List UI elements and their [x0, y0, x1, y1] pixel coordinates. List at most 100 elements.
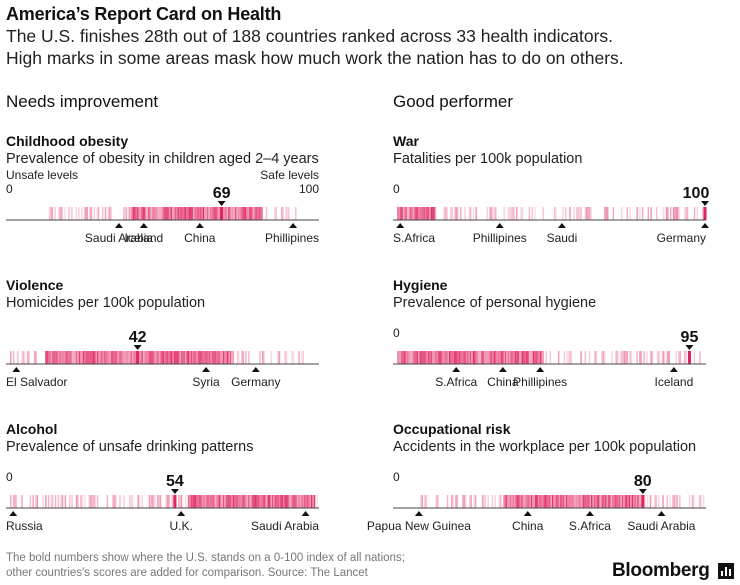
country-tick: [463, 495, 466, 508]
country-tick: [54, 207, 56, 220]
country-tick: [199, 495, 201, 508]
country-tick: [82, 351, 85, 364]
country-tick: [81, 351, 83, 364]
country-tick: [499, 351, 501, 364]
country-label: Papua New Guinea: [367, 519, 471, 533]
country-tick: [275, 207, 277, 220]
country-tick: [130, 495, 132, 508]
country-tick: [171, 495, 173, 508]
us-value-label: 42: [129, 329, 147, 346]
country-tick: [468, 351, 470, 364]
country-tick: [439, 351, 441, 364]
country-tick: [507, 495, 509, 508]
country-tick: [207, 351, 209, 364]
country-tick: [151, 495, 153, 508]
country-tick: [185, 495, 187, 508]
country-tick: [199, 351, 201, 364]
country-tick: [102, 207, 104, 220]
country-tick: [147, 351, 149, 364]
country-tick: [257, 207, 259, 220]
country-tick: [71, 495, 74, 508]
country-tick: [675, 207, 678, 220]
country-tick: [167, 207, 170, 220]
country-tick: [266, 495, 268, 508]
country-tick: [145, 351, 148, 364]
country-tick: [271, 495, 274, 508]
country-tick: [113, 495, 116, 508]
country-tick: [209, 207, 212, 220]
country-tick: [539, 495, 541, 508]
country-tick: [665, 351, 668, 364]
country-tick: [422, 351, 424, 364]
country-marker-icon: [557, 223, 566, 228]
country-tick: [420, 351, 423, 364]
country-tick: [185, 207, 188, 220]
country-tick: [465, 351, 468, 364]
country-tick: [568, 495, 571, 508]
country-tick: [688, 495, 691, 508]
country-tick: [157, 495, 159, 508]
country-tick: [186, 351, 188, 364]
country-tick: [510, 207, 512, 220]
country-tick: [265, 207, 268, 220]
country-tick: [698, 495, 701, 508]
country-tick: [298, 495, 300, 508]
country-tick: [166, 351, 169, 364]
country-tick: [467, 351, 469, 364]
country-tick: [86, 207, 89, 220]
country-tick: [124, 207, 126, 220]
country-tick: [610, 495, 613, 508]
country-tick: [679, 495, 681, 508]
country-tick: [179, 495, 181, 508]
country-tick: [238, 495, 240, 508]
country-tick: [176, 207, 178, 220]
strip-chart-violence: 42 El Salvador Syria Germany: [6, 329, 319, 389]
country-tick: [214, 495, 216, 508]
country-tick: [561, 495, 564, 508]
country-marker-icon: [701, 223, 709, 228]
country-tick: [654, 495, 656, 508]
country-tick: [631, 495, 633, 508]
country-tick: [203, 495, 205, 508]
country-tick: [216, 207, 219, 220]
country-tick: [242, 495, 244, 508]
country-tick: [434, 207, 437, 220]
country-tick: [291, 351, 293, 364]
country-tick: [636, 351, 638, 364]
country-tick: [522, 495, 524, 508]
country-tick: [193, 495, 195, 508]
country-tick: [193, 351, 195, 364]
country-tick: [225, 207, 227, 220]
country-tick: [190, 495, 193, 508]
country-tick: [259, 495, 261, 508]
country-tick: [232, 495, 235, 508]
country-tick: [524, 351, 526, 364]
country-tick: [85, 351, 88, 364]
country-tick: [141, 495, 144, 508]
country-tick: [465, 495, 467, 508]
country-tick: [295, 495, 298, 508]
us-marker-icon: [217, 201, 226, 206]
country-tick: [90, 207, 93, 220]
country-tick: [46, 351, 48, 364]
country-tick: [640, 495, 642, 508]
country-tick: [481, 351, 483, 364]
country-tick: [627, 495, 629, 508]
panel-title: Violence: [6, 277, 64, 293]
country-tick: [604, 207, 606, 220]
country-tick: [535, 351, 538, 364]
country-tick: [408, 351, 410, 364]
country-tick: [570, 351, 573, 364]
country-tick: [229, 351, 232, 364]
country-tick: [161, 351, 163, 364]
country-tick: [243, 495, 246, 508]
country-tick: [299, 495, 302, 508]
country-tick: [210, 495, 212, 508]
country-tick: [416, 207, 419, 220]
country-tick: [92, 495, 95, 508]
country-distribution: [48, 207, 297, 220]
country-tick: [567, 495, 569, 508]
country-tick: [233, 207, 235, 220]
country-tick: [292, 495, 295, 508]
